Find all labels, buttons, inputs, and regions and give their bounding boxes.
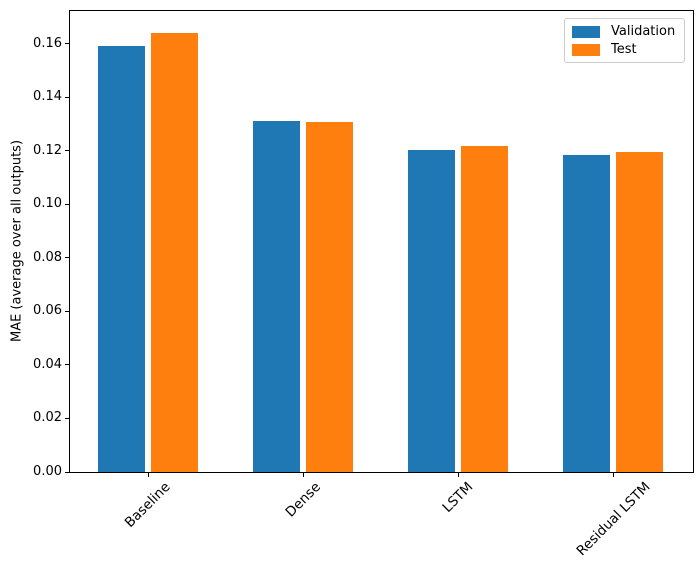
legend-label-validation: Validation [611, 24, 676, 39]
y-tick-mark [65, 150, 69, 152]
bar-validation-baseline [98, 46, 145, 472]
bar-validation-lstm [408, 149, 455, 472]
y-tick-label: 0.16 [33, 35, 62, 51]
legend-row-validation: Validation [572, 24, 675, 39]
legend-swatch-validation [572, 25, 600, 38]
x-tick-mark [612, 473, 614, 477]
legend-swatch-test [572, 43, 600, 56]
y-tick-label: 0.12 [33, 142, 62, 158]
y-tick-label: 0.02 [33, 410, 62, 426]
y-tick-mark [65, 257, 69, 259]
bar-validation-residual-lstm [563, 154, 610, 472]
x-tick-mark [457, 473, 459, 477]
bar-test-lstm [461, 145, 508, 472]
y-tick-label: 0.04 [33, 356, 62, 372]
x-tick-label: Baseline [122, 479, 175, 531]
y-tick-label: 0.14 [33, 89, 62, 105]
x-tick-mark [147, 473, 149, 477]
y-tick-label: 0.10 [33, 196, 62, 212]
y-tick-label: 0.06 [33, 303, 62, 319]
bar-test-baseline [151, 32, 198, 472]
y-tick-label: 0.00 [33, 464, 62, 479]
x-tick-mark [302, 473, 304, 477]
bar-validation-dense [253, 121, 300, 472]
bars-layer [70, 11, 693, 472]
plot-area [69, 10, 694, 473]
x-tick-label: Residual LSTM [573, 479, 654, 560]
legend: Validation Test [564, 18, 686, 63]
y-tick-mark [65, 310, 69, 312]
bar-test-residual-lstm [616, 151, 663, 472]
y-tick-label: 0.08 [33, 249, 62, 265]
y-tick-mark [65, 364, 69, 366]
y-tick-mark [65, 203, 69, 205]
y-tick-mark [65, 96, 69, 98]
bar-test-dense [306, 121, 353, 472]
x-tick-label: Dense [282, 479, 324, 521]
legend-row-test: Test [572, 42, 675, 57]
legend-label-test: Test [611, 42, 637, 57]
y-tick-mark [65, 417, 69, 419]
y-tick-mark [65, 43, 69, 45]
y-tick-mark [65, 471, 69, 473]
x-tick-label: LSTM [439, 479, 477, 516]
